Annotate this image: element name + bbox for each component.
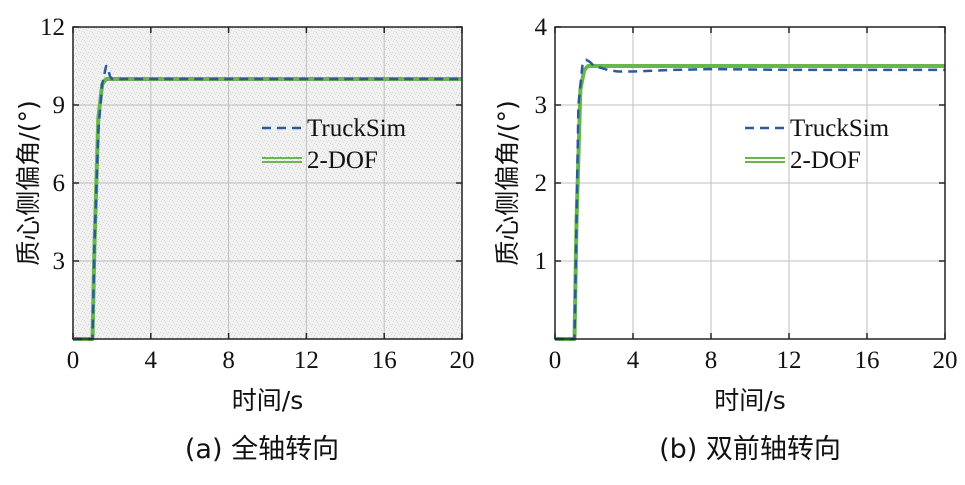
y-tick-label: 6: [53, 170, 66, 197]
x-tick-label: 8: [705, 347, 718, 374]
y-axis-label: 质心侧偏角/(°): [493, 100, 522, 265]
x-tick-label: 20: [450, 347, 475, 374]
x-tick-label: 0: [67, 347, 80, 374]
y-tick-label: 3: [53, 248, 66, 275]
x-tick-label: 12: [294, 347, 319, 374]
x-axis-label: 时间/s: [714, 386, 785, 415]
chart-panel-a: 0 4 8 12 16 20 3 6 9 12 时间/s 质心侧偏角/(°) TruckSim 2-DOF…: [14, 14, 475, 465]
x-axis-label: 时间/s: [232, 386, 303, 415]
subfigure-caption: (a) 全轴转向: [185, 434, 339, 465]
series-line-trucksim: [73, 64, 462, 341]
series-line-trucksim: [555, 58, 945, 341]
legend-label: 2-DOF: [307, 147, 378, 174]
legend: TruckSim 2-DOF: [262, 115, 407, 174]
legend-label: TruckSim: [307, 115, 407, 142]
x-tick-label: 16: [372, 347, 397, 374]
y-tick-label: 12: [40, 14, 65, 41]
x-tick-label: 20: [933, 347, 958, 374]
plot-frame: [554, 26, 946, 340]
x-tick-label: 8: [222, 347, 235, 374]
y-tick-label: 1: [535, 248, 548, 275]
y-tick-label: 9: [53, 92, 66, 119]
series-line-2dof: [555, 64, 945, 341]
x-tick-label: 12: [777, 347, 802, 374]
x-tick-label: 16: [855, 347, 880, 374]
legend-label: TruckSim: [790, 115, 890, 142]
x-tick-label: 0: [549, 347, 562, 374]
legend: TruckSim 2-DOF: [745, 115, 890, 174]
subfigure-caption: (b) 双前轴转向: [659, 434, 841, 465]
y-axis-label: 质心侧偏角/(°): [14, 100, 43, 265]
plot-frame: [72, 26, 463, 340]
y-tick-label: 4: [535, 14, 548, 41]
legend-label: 2-DOF: [790, 147, 861, 174]
x-tick-label: 4: [145, 347, 158, 374]
y-tick-label: 3: [535, 92, 548, 119]
x-tick-label: 4: [627, 347, 640, 374]
y-tick-label: 2: [535, 170, 548, 197]
